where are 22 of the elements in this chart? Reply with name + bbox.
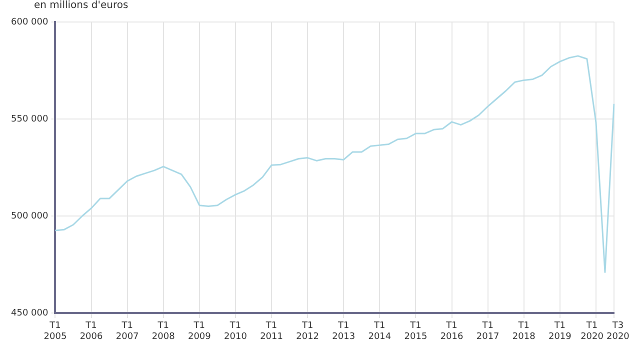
x-tick-label: T3 2020	[606, 320, 630, 342]
x-tick-label: T1 2015	[404, 320, 428, 342]
x-tick-label: T1 2007	[116, 320, 139, 342]
x-tick-label: T1 2008	[152, 320, 176, 342]
x-tick-label: T1 2020	[580, 320, 604, 342]
y-tick-label: 450 000	[11, 308, 48, 318]
x-tick-label: T1 2011	[260, 320, 283, 342]
x-tick-label: T1 2010	[224, 320, 248, 342]
x-tick-label: T1 2005	[44, 320, 67, 342]
x-tick-label: T1 2014	[368, 320, 392, 342]
y-tick-label: 500 000	[11, 211, 48, 222]
y-axis-title: en millions d'euros	[34, 0, 128, 11]
y-tick-label: 550 000	[11, 114, 48, 124]
x-tick-label: T1 2018	[512, 320, 536, 342]
y-tick-label: 600 000	[11, 17, 48, 28]
x-tick-label: T1 2009	[188, 320, 212, 342]
x-tick-label: T1 2013	[332, 320, 356, 342]
x-tick-label: T1 2006	[80, 320, 103, 342]
x-tick-label: T1 2019	[548, 320, 572, 342]
x-tick-label: T1 2016	[440, 320, 464, 342]
x-tick-label: T1 2012	[296, 320, 320, 342]
x-tick-label: T1 2017	[476, 320, 500, 342]
